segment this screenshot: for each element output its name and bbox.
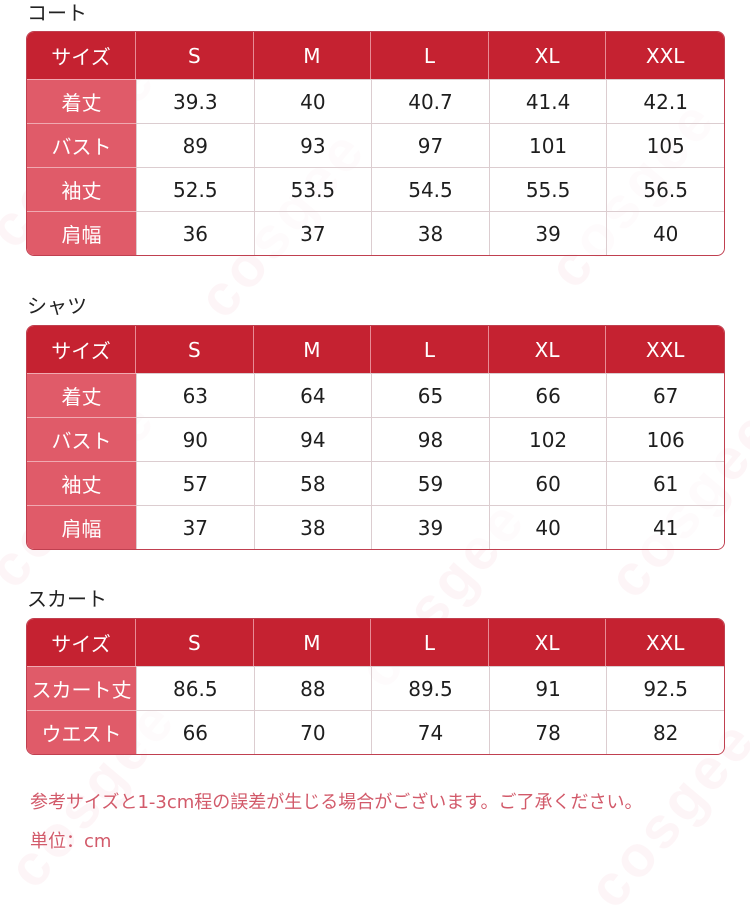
row-label: バスト xyxy=(27,417,136,461)
table-header-row: サイズ S M L XL XXL xyxy=(27,32,724,79)
cell: 40 xyxy=(488,505,607,549)
cell: 57 xyxy=(136,461,254,505)
cell: 63 xyxy=(136,373,254,417)
header-size: サイズ xyxy=(27,619,136,666)
header-xl: XL xyxy=(488,326,607,373)
row-label: 袖丈 xyxy=(27,167,136,211)
cell: 98 xyxy=(371,417,489,461)
cell: 65 xyxy=(371,373,489,417)
row-label: 着丈 xyxy=(27,79,136,123)
table-row: 袖丈 52.5 53.5 54.5 55.5 56.5 xyxy=(27,167,724,211)
cell: 60 xyxy=(488,461,607,505)
cell: 54.5 xyxy=(371,167,489,211)
row-label: スカート丈 xyxy=(27,666,136,710)
coat-section-title: コート xyxy=(27,1,87,25)
cell: 93 xyxy=(253,123,372,167)
unit-note: 単位：cm xyxy=(30,831,112,852)
header-m: M xyxy=(253,32,372,79)
header-s: S xyxy=(136,32,254,79)
cell: 37 xyxy=(253,211,372,255)
cell: 39 xyxy=(488,211,607,255)
header-xxl: XXL xyxy=(606,326,724,373)
cell: 40 xyxy=(606,211,724,255)
header-xxl: XXL xyxy=(606,619,724,666)
cell: 82 xyxy=(606,710,724,754)
cell: 53.5 xyxy=(253,167,372,211)
cell: 39.3 xyxy=(136,79,254,123)
cell: 89 xyxy=(136,123,254,167)
row-label: 肩幅 xyxy=(27,505,136,549)
header-m: M xyxy=(253,326,372,373)
cell: 90 xyxy=(136,417,254,461)
cell: 41 xyxy=(606,505,724,549)
row-label: ウエスト xyxy=(27,710,136,754)
row-label: 肩幅 xyxy=(27,211,136,255)
cell: 58 xyxy=(253,461,372,505)
skirt-section-title: スカート xyxy=(27,587,107,611)
cell: 102 xyxy=(488,417,607,461)
cell: 88 xyxy=(253,666,372,710)
tolerance-note: 参考サイズと1-3cm程の誤差が生じる場合がございます。ご了承ください。 xyxy=(30,792,643,813)
table-row: スカート丈 86.5 88 89.5 91 92.5 xyxy=(27,666,724,710)
cell: 42.1 xyxy=(606,79,724,123)
row-label: バスト xyxy=(27,123,136,167)
cell: 40 xyxy=(253,79,372,123)
table-row: ウエスト 66 70 74 78 82 xyxy=(27,710,724,754)
table-row: 肩幅 36 37 38 39 40 xyxy=(27,211,724,255)
table-row: バスト 89 93 97 101 105 xyxy=(27,123,724,167)
header-s: S xyxy=(136,326,254,373)
header-xxl: XXL xyxy=(606,32,724,79)
cell: 101 xyxy=(488,123,607,167)
cell: 67 xyxy=(606,373,724,417)
cell: 91 xyxy=(488,666,607,710)
cell: 64 xyxy=(253,373,372,417)
cell: 37 xyxy=(136,505,254,549)
cell: 106 xyxy=(606,417,724,461)
cell: 86.5 xyxy=(136,666,254,710)
cell: 66 xyxy=(136,710,254,754)
header-size: サイズ xyxy=(27,326,136,373)
skirt-size-table: サイズ S M L XL XXL スカート丈 86.5 88 89.5 91 9… xyxy=(26,618,725,755)
cell: 52.5 xyxy=(136,167,254,211)
cell: 40.7 xyxy=(371,79,489,123)
header-xl: XL xyxy=(488,619,607,666)
cell: 39 xyxy=(371,505,489,549)
header-l: L xyxy=(371,619,489,666)
cell: 92.5 xyxy=(606,666,724,710)
table-row: 着丈 63 64 65 66 67 xyxy=(27,373,724,417)
cell: 56.5 xyxy=(606,167,724,211)
cell: 61 xyxy=(606,461,724,505)
table-row: 袖丈 57 58 59 60 61 xyxy=(27,461,724,505)
cell: 38 xyxy=(371,211,489,255)
coat-size-table: サイズ S M L XL XXL 着丈 39.3 40 40.7 41.4 42… xyxy=(26,31,725,256)
cell: 59 xyxy=(371,461,489,505)
cell: 70 xyxy=(253,710,372,754)
cell: 78 xyxy=(488,710,607,754)
cell: 66 xyxy=(488,373,607,417)
cell: 36 xyxy=(136,211,254,255)
shirt-section-title: シャツ xyxy=(27,294,87,318)
cell: 89.5 xyxy=(371,666,489,710)
table-row: 肩幅 37 38 39 40 41 xyxy=(27,505,724,549)
cell: 74 xyxy=(371,710,489,754)
header-m: M xyxy=(253,619,372,666)
header-l: L xyxy=(371,32,489,79)
shirt-size-table: サイズ S M L XL XXL 着丈 63 64 65 66 67 バスト 9… xyxy=(26,325,725,550)
cell: 94 xyxy=(253,417,372,461)
cell: 38 xyxy=(253,505,372,549)
table-header-row: サイズ S M L XL XXL xyxy=(27,619,724,666)
table-row: バスト 90 94 98 102 106 xyxy=(27,417,724,461)
table-row: 着丈 39.3 40 40.7 41.4 42.1 xyxy=(27,79,724,123)
cell: 97 xyxy=(371,123,489,167)
header-s: S xyxy=(136,619,254,666)
header-size: サイズ xyxy=(27,32,136,79)
cell: 41.4 xyxy=(488,79,607,123)
cell: 105 xyxy=(606,123,724,167)
table-header-row: サイズ S M L XL XXL xyxy=(27,326,724,373)
cell: 55.5 xyxy=(488,167,607,211)
row-label: 着丈 xyxy=(27,373,136,417)
row-label: 袖丈 xyxy=(27,461,136,505)
header-xl: XL xyxy=(488,32,607,79)
header-l: L xyxy=(371,326,489,373)
